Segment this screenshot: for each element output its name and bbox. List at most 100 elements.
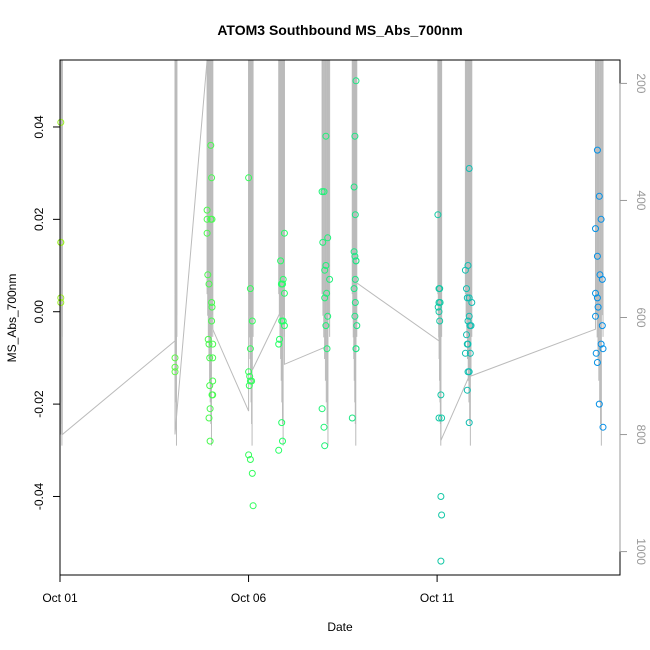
data-point [436, 317, 444, 325]
data-point [277, 257, 285, 265]
data-point [324, 234, 332, 242]
data-point [326, 275, 334, 283]
data-point [278, 419, 286, 427]
data-point [350, 183, 358, 191]
data-point [463, 386, 471, 394]
data-point [208, 317, 216, 325]
data-point [208, 215, 216, 223]
data-point [463, 331, 470, 339]
depth-tick-label: 800 [634, 425, 648, 445]
data-point [592, 225, 599, 233]
data-point [57, 238, 65, 246]
data-point [318, 405, 326, 413]
data-point [466, 349, 474, 357]
data-point [275, 340, 283, 348]
data-point [594, 303, 602, 311]
data-point [464, 340, 472, 348]
data-point [320, 188, 328, 196]
data-point [279, 280, 286, 288]
data-point [204, 335, 212, 343]
data-point [598, 275, 606, 283]
data-point [322, 132, 330, 140]
y-tick-label: -0.02 [32, 390, 46, 418]
data-point [592, 289, 599, 297]
data-point [248, 469, 256, 477]
data-point [438, 511, 446, 519]
y-tick-label: 0.04 [32, 115, 46, 139]
data-point [351, 299, 359, 306]
data-point [599, 423, 607, 431]
data-point [57, 118, 65, 126]
data-point [246, 372, 254, 380]
data-point [597, 215, 605, 223]
data-point [248, 377, 256, 385]
data-point [467, 322, 475, 330]
data-point [205, 414, 213, 422]
data-point [465, 312, 473, 320]
x-axis: Oct 01 Oct 06 Oct 11 [42, 574, 455, 605]
x-axis-label: Date [327, 620, 353, 634]
depth-axis: 200 400 600 800 1000 [619, 73, 648, 565]
data-point [593, 252, 601, 260]
data-point [351, 132, 359, 140]
data-point [438, 414, 446, 422]
data-point [352, 257, 360, 265]
data-point [279, 317, 287, 325]
data-point [246, 345, 254, 353]
x-tick-label: Oct 06 [231, 591, 267, 605]
data-point [436, 285, 444, 293]
data-point [280, 289, 288, 297]
data-point [348, 414, 356, 422]
data-point [324, 312, 332, 320]
data-point [209, 377, 217, 385]
data-point [595, 400, 603, 408]
data-point [461, 349, 469, 357]
data-point [434, 303, 442, 311]
data-point [207, 141, 215, 149]
data-point [279, 275, 287, 283]
data-point [353, 322, 361, 330]
data-point [321, 442, 329, 450]
x-tick-label: Oct 11 [420, 591, 455, 605]
depth-tick-label: 400 [634, 190, 648, 210]
data-point [246, 285, 254, 293]
data-point [437, 557, 445, 565]
data-point [209, 354, 217, 362]
data-point [203, 206, 211, 214]
data-point [592, 312, 599, 320]
x-tick-label: Oct 01 [42, 591, 78, 605]
data-point [171, 363, 179, 371]
data-point [350, 285, 358, 293]
data-point [435, 308, 443, 316]
data-point [320, 423, 328, 431]
data-point [206, 405, 214, 413]
data-point [434, 211, 442, 219]
data-point [351, 312, 359, 320]
data-point [208, 174, 216, 182]
y-tick-label: 0.00 [32, 300, 46, 324]
data-point [279, 437, 286, 445]
data-point [203, 215, 211, 223]
data-point [351, 252, 359, 260]
data-point [592, 349, 600, 357]
y-tick-label: -0.04 [32, 482, 46, 510]
data-point [468, 299, 476, 306]
data-point [463, 294, 471, 302]
data-point [322, 262, 330, 269]
data-point [276, 335, 283, 343]
data-point [351, 275, 359, 283]
plot-frame [59, 59, 621, 576]
data-point [245, 451, 253, 459]
data-point [593, 359, 601, 366]
data-points [57, 77, 607, 565]
data-point [321, 266, 329, 274]
data-point [598, 322, 606, 330]
data-point [352, 77, 360, 85]
data-point [319, 238, 327, 246]
data-point [280, 229, 288, 237]
data-point [465, 165, 473, 172]
data-point [593, 146, 601, 154]
data-point [275, 446, 283, 454]
data-point [57, 294, 65, 302]
data-point [208, 299, 216, 306]
